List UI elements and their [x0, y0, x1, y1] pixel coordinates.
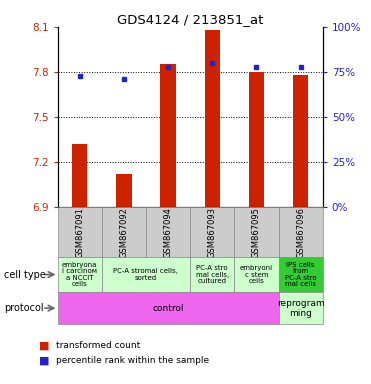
Text: IPS cells
from
PC-A stro
mal cells: IPS cells from PC-A stro mal cells: [285, 262, 316, 287]
Text: GSM867094: GSM867094: [164, 207, 173, 258]
Text: embryoni
c stem
cells: embryoni c stem cells: [240, 265, 273, 284]
Text: cell type: cell type: [4, 270, 46, 280]
FancyBboxPatch shape: [190, 207, 234, 257]
Text: control: control: [152, 304, 184, 313]
FancyBboxPatch shape: [102, 207, 146, 257]
Title: GDS4124 / 213851_at: GDS4124 / 213851_at: [117, 13, 263, 26]
Text: PC-A stromal cells,
sorted: PC-A stromal cells, sorted: [114, 268, 178, 281]
Bar: [160, 65, 176, 207]
Text: protocol: protocol: [4, 303, 43, 313]
FancyBboxPatch shape: [234, 207, 279, 257]
Text: embryona
l carcinoм
a NCCIT
cells: embryona l carcinoм a NCCIT cells: [62, 262, 97, 287]
Text: percentile rank within the sample: percentile rank within the sample: [56, 356, 209, 365]
Bar: [72, 144, 87, 207]
FancyBboxPatch shape: [279, 292, 323, 324]
FancyBboxPatch shape: [58, 207, 102, 257]
Text: GSM867092: GSM867092: [119, 207, 128, 258]
FancyBboxPatch shape: [190, 257, 234, 292]
FancyBboxPatch shape: [146, 207, 190, 257]
Text: GSM867095: GSM867095: [252, 207, 261, 258]
Bar: [204, 30, 220, 207]
FancyBboxPatch shape: [102, 257, 190, 292]
Text: GSM867096: GSM867096: [296, 207, 305, 258]
Text: transformed count: transformed count: [56, 341, 140, 350]
FancyBboxPatch shape: [58, 257, 102, 292]
Text: GSM867093: GSM867093: [208, 207, 217, 258]
Text: reprogram
ming: reprogram ming: [277, 299, 325, 318]
Text: PC-A stro
mal cells,
cultured: PC-A stro mal cells, cultured: [196, 265, 229, 284]
FancyBboxPatch shape: [234, 257, 279, 292]
FancyBboxPatch shape: [279, 207, 323, 257]
Text: ■: ■: [39, 341, 50, 351]
Text: ■: ■: [39, 355, 50, 365]
Bar: [249, 72, 264, 207]
Bar: [293, 75, 308, 207]
FancyBboxPatch shape: [58, 292, 279, 324]
Text: GSM867091: GSM867091: [75, 207, 84, 258]
Bar: [116, 174, 132, 207]
FancyBboxPatch shape: [279, 257, 323, 292]
